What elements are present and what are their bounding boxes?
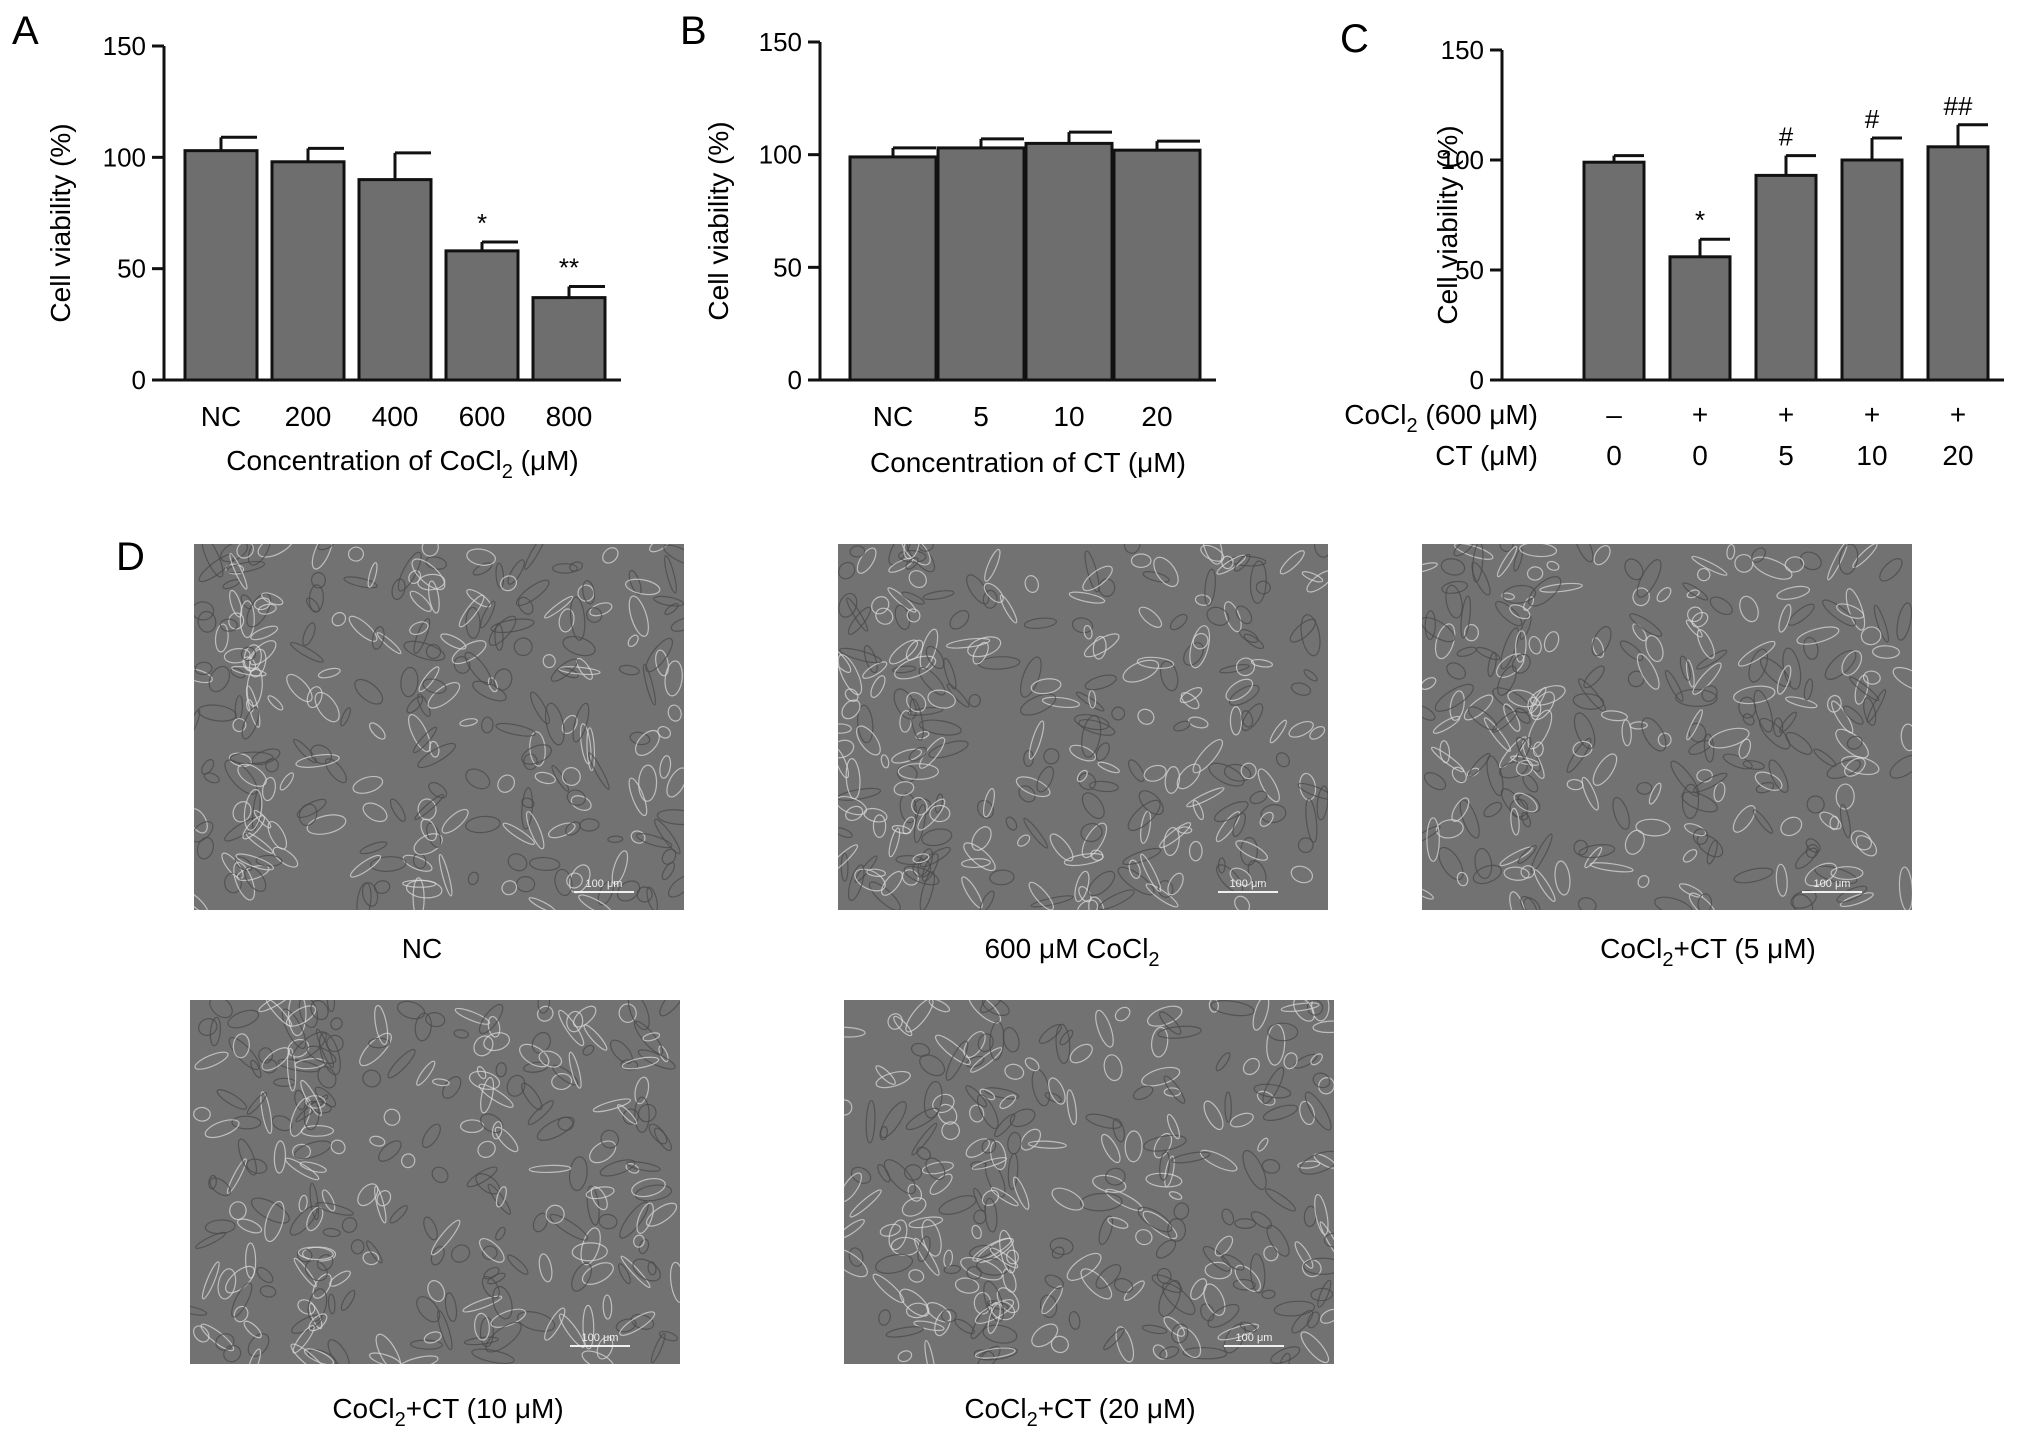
micrograph-caption: CoCl2+CT (10 μM) xyxy=(332,1393,563,1431)
scale-bar-label: 100 μm xyxy=(586,878,623,890)
y-tick-label: 150 xyxy=(759,27,802,57)
x-tick-label: 400 xyxy=(372,401,419,432)
significance-mark: # xyxy=(1779,122,1794,152)
scale-bar-label: 100 μm xyxy=(1814,878,1851,890)
y-tick-label: 100 xyxy=(759,140,802,170)
chart-b: 0 50 100 150 Cell viability (%) NC 5 10 20 Concen… xyxy=(703,27,1216,478)
micrograph-caption: CoCl2+CT (5 μM) xyxy=(1600,933,1816,971)
condition-value: 0 xyxy=(1692,440,1708,471)
cell-texture xyxy=(1422,544,1912,910)
cell-texture xyxy=(190,1000,680,1364)
bar xyxy=(1024,141,1114,382)
x-tick-label: 5 xyxy=(973,401,989,432)
bar xyxy=(1754,173,1818,382)
x-tick-label: 800 xyxy=(546,401,593,432)
condition-value: + xyxy=(1864,399,1880,430)
condition-value: 5 xyxy=(1778,440,1794,471)
micrograph-5: 100 μm xyxy=(844,1000,1334,1364)
bar xyxy=(1926,145,1990,382)
micrograph-caption: CoCl2+CT (20 μM) xyxy=(964,1393,1195,1431)
cell-texture xyxy=(194,544,684,910)
significance-mark: ## xyxy=(1944,91,1973,121)
micrograph-image xyxy=(844,1000,1334,1364)
x-axis-label: Concentration of CT (μM) xyxy=(870,447,1186,478)
micrograph-image xyxy=(190,1000,680,1364)
micrograph-1: 100 μm xyxy=(194,544,684,910)
condition-value: – xyxy=(1606,399,1622,430)
bar xyxy=(444,249,520,382)
micrograph-4: 100 μm xyxy=(190,1000,680,1364)
micrograph-grid: 100 μm NC 100 μm 600 μM CoCl2 100 μm CoCl2+CT… xyxy=(190,544,1912,1431)
bar xyxy=(270,160,346,382)
bar xyxy=(531,296,607,382)
condition-value: 20 xyxy=(1942,440,1973,471)
y-tick-label: 150 xyxy=(1441,35,1484,65)
y-tick-label: 100 xyxy=(1441,145,1484,175)
y-tick-label: 100 xyxy=(103,142,146,172)
y-tick-label: 0 xyxy=(132,365,146,395)
micrograph-2: 100 μm xyxy=(838,544,1328,910)
y-axis-label: Cell viability (%) xyxy=(1432,125,1463,324)
y-tick-label: 50 xyxy=(117,254,146,284)
significance-mark: ** xyxy=(559,252,579,282)
panel-letter-a: A xyxy=(12,9,39,53)
condition-value: + xyxy=(1778,399,1794,430)
panel-letter-c: C xyxy=(1340,17,1369,61)
bar xyxy=(1668,255,1732,382)
x-tick-label: 200 xyxy=(285,401,332,432)
x-tick-label: 20 xyxy=(1141,401,1172,432)
bar xyxy=(848,155,938,382)
y-tick-label: 150 xyxy=(103,31,146,61)
condition-row-label: CoCl2 (600 μM) xyxy=(1344,399,1538,437)
condition-row-label: CT (μM) xyxy=(1435,440,1538,471)
y-tick-label: 0 xyxy=(788,365,802,395)
scale-bar-label: 100 μm xyxy=(1230,878,1267,890)
panel-letter-b: B xyxy=(680,9,707,53)
scale-bar-label: 100 μm xyxy=(582,1332,619,1344)
bar xyxy=(183,149,259,382)
bar xyxy=(1582,160,1646,382)
condition-value: 0 xyxy=(1606,440,1622,471)
significance-mark: * xyxy=(1695,205,1705,235)
x-tick-label: NC xyxy=(201,401,241,432)
cell-texture xyxy=(838,544,1328,910)
x-tick-label: 10 xyxy=(1053,401,1084,432)
y-axis-label: Cell viability (%) xyxy=(45,123,76,322)
scale-bar-label: 100 μm xyxy=(1236,1332,1273,1344)
condition-value: + xyxy=(1950,399,1966,430)
bar xyxy=(1112,148,1202,382)
y-tick-label: 50 xyxy=(773,252,802,282)
y-tick-label: 0 xyxy=(1470,365,1484,395)
bar xyxy=(936,146,1026,382)
x-axis-label: Concentration of CoCl2 (μM) xyxy=(226,445,579,483)
cell-texture xyxy=(844,1000,1334,1364)
micrograph-caption: 600 μM CoCl2 xyxy=(984,933,1159,971)
significance-mark: * xyxy=(477,208,487,238)
panel-letter-d: D xyxy=(116,535,145,579)
y-tick-label: 50 xyxy=(1455,255,1484,285)
x-tick-label: 600 xyxy=(459,401,506,432)
significance-mark: # xyxy=(1865,104,1880,134)
bar xyxy=(1840,158,1904,382)
micrograph-3: 100 μm xyxy=(1422,544,1912,910)
micrograph-caption: NC xyxy=(402,933,442,964)
y-axis-label: Cell viability (%) xyxy=(703,121,734,320)
chart-a: 0 50 100 150 Cell viability (%) NC 200 400 * 600 *… xyxy=(45,31,621,483)
condition-value: + xyxy=(1692,399,1708,430)
condition-value: 10 xyxy=(1856,440,1887,471)
x-tick-label: NC xyxy=(873,401,913,432)
bar xyxy=(357,178,433,382)
